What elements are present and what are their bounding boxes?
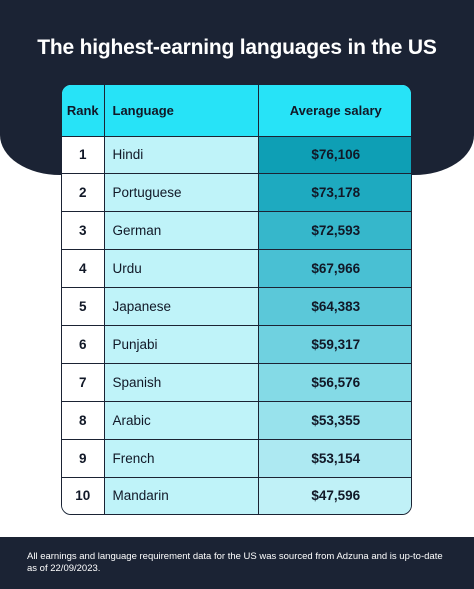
header-salary: Average salary bbox=[257, 85, 411, 137]
table-row: 9 French $53,154 bbox=[62, 438, 411, 478]
rank-cell: 8 bbox=[62, 400, 105, 440]
salary-cell: $53,355 bbox=[257, 400, 411, 440]
table-row: 8 Arabic $53,355 bbox=[62, 400, 411, 440]
salary-cell: $59,317 bbox=[257, 325, 411, 364]
salary-cell: $72,593 bbox=[257, 211, 411, 251]
salary-cell: $56,576 bbox=[257, 362, 411, 402]
table-row: 7 Spanish $56,576 bbox=[62, 362, 411, 402]
rank-cell: 6 bbox=[62, 325, 105, 364]
rank-cell: 5 bbox=[62, 287, 105, 327]
rank-cell: 10 bbox=[62, 476, 105, 514]
language-cell: Hindi bbox=[103, 135, 259, 175]
salary-cell: $67,966 bbox=[257, 249, 411, 289]
rank-cell: 1 bbox=[62, 135, 105, 175]
language-cell: Mandarin bbox=[103, 476, 259, 514]
rank-cell: 7 bbox=[62, 362, 105, 402]
language-cell: Arabic bbox=[103, 400, 259, 440]
language-cell: Punjabi bbox=[103, 325, 259, 364]
table-row: 1 Hindi $76,106 bbox=[62, 135, 411, 175]
rank-cell: 4 bbox=[62, 249, 105, 289]
language-cell: Japanese bbox=[103, 287, 259, 327]
language-cell: German bbox=[103, 211, 259, 251]
rank-cell: 3 bbox=[62, 211, 105, 251]
table-row: 4 Urdu $67,966 bbox=[62, 249, 411, 289]
salary-cell: $76,106 bbox=[257, 135, 411, 175]
salary-cell: $73,178 bbox=[257, 173, 411, 213]
language-cell: Spanish bbox=[103, 362, 259, 402]
salary-cell: $53,154 bbox=[257, 438, 411, 478]
language-cell: French bbox=[103, 438, 259, 478]
language-cell: Urdu bbox=[103, 249, 259, 289]
table-row: 5 Japanese $64,383 bbox=[62, 287, 411, 327]
salary-cell: $47,596 bbox=[257, 476, 411, 514]
language-cell: Portuguese bbox=[103, 173, 259, 213]
salary-cell: $64,383 bbox=[257, 287, 411, 327]
table-row: 10 Mandarin $47,596 bbox=[62, 476, 411, 514]
table-header-row: Rank Language Average salary bbox=[62, 85, 411, 137]
salary-table: Rank Language Average salary 1 Hindi $76… bbox=[61, 84, 412, 515]
table-row: 6 Punjabi $59,317 bbox=[62, 325, 411, 364]
table-row: 3 German $72,593 bbox=[62, 211, 411, 251]
header-language: Language bbox=[103, 85, 259, 137]
rank-cell: 2 bbox=[62, 173, 105, 213]
source-footnote: All earnings and language requirement da… bbox=[0, 537, 474, 589]
table-row: 2 Portuguese $73,178 bbox=[62, 173, 411, 213]
header-rank: Rank bbox=[62, 85, 105, 137]
rank-cell: 9 bbox=[62, 438, 105, 478]
page-title: The highest-earning languages in the US bbox=[37, 36, 437, 59]
